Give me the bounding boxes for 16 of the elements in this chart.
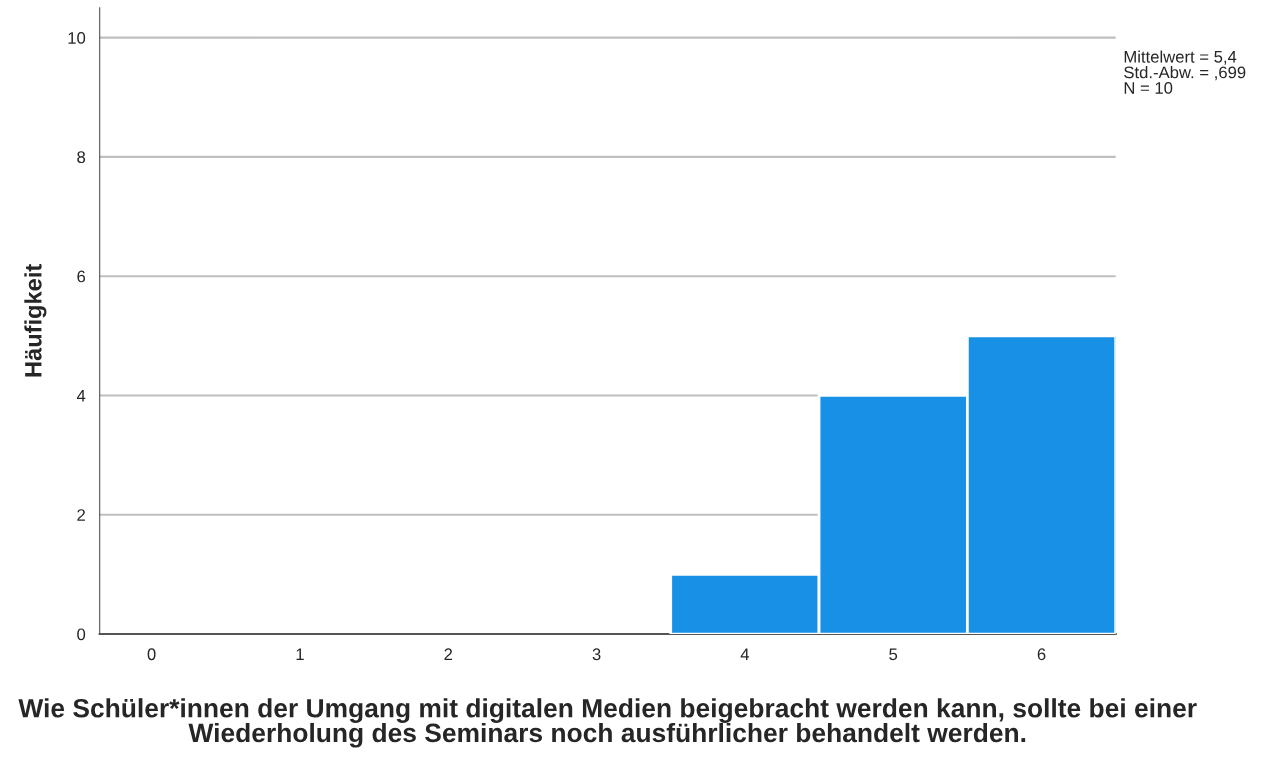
x-tick-label: 2 xyxy=(444,648,453,660)
x-tick-label: 0 xyxy=(147,648,156,661)
x-tick-label: 5 xyxy=(889,648,898,661)
text: Mittelwert = 5,4 Std.-Abw. = ,699 N = 10 xyxy=(1124,50,1246,94)
y-tick-label: 2 xyxy=(77,509,85,521)
y-tick-label: 4 xyxy=(76,390,86,402)
x-tick-label: 3 xyxy=(592,648,601,661)
x-tick-label: 1 xyxy=(296,648,304,660)
y-tick-label: 6 xyxy=(77,270,86,283)
y-tick-label: 10 xyxy=(68,31,86,44)
y-tick-label: 8 xyxy=(77,151,86,164)
x-tick-label: 6 xyxy=(1037,648,1046,661)
y-axis-title: Häufigkeit xyxy=(24,264,47,377)
x-tick-label: 4 xyxy=(740,648,750,660)
x-axis-title: Wie Schüler*innen der Umgang mit digitalen Medien beigebracht werden kann, sollte bei einer Wiederholung des Seminars noch ausführlicher behandelt werden. xyxy=(18,698,1197,748)
y-tick-label: 0 xyxy=(77,628,86,641)
